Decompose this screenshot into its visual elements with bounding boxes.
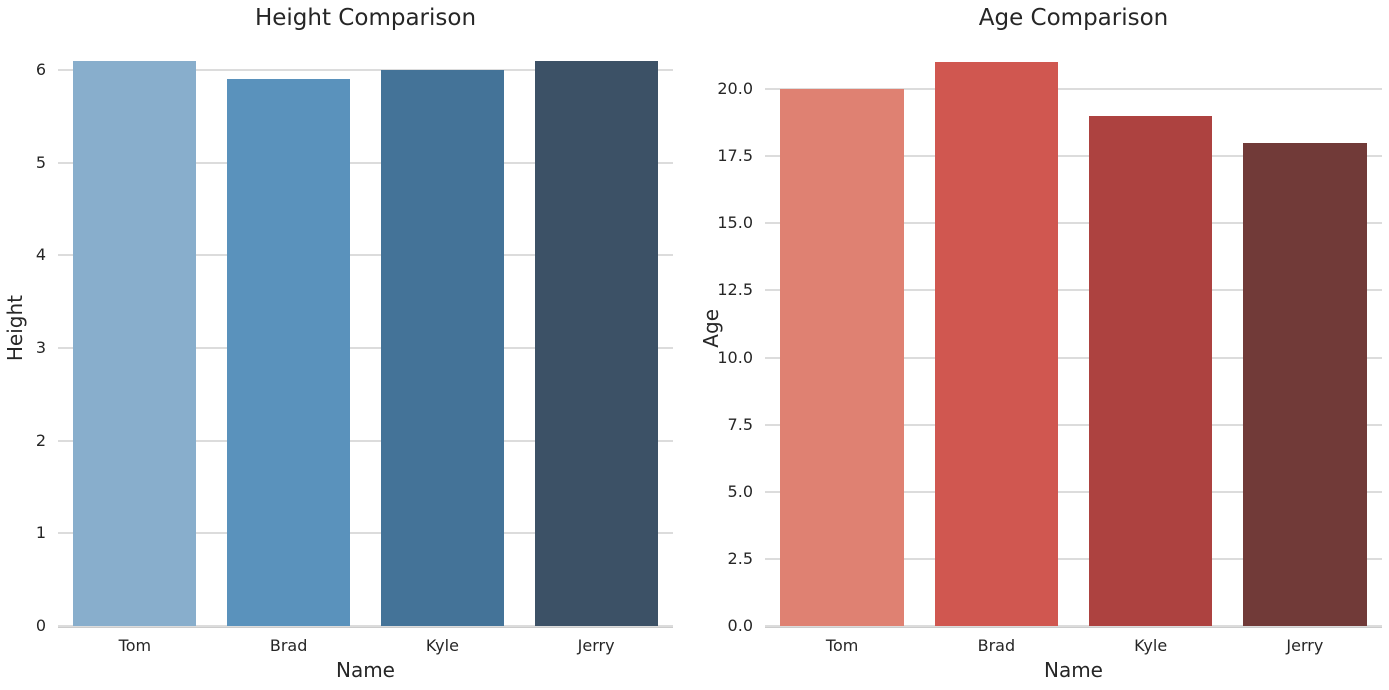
y-tick-label: 17.5 [717,146,753,166]
bar-jerry [534,60,658,626]
gridline [765,490,1382,493]
x-tick-label: Jerry [577,636,615,655]
bar-tom [780,89,904,626]
bar-kyle [1088,115,1213,626]
y-tick-label: 10.0 [717,347,753,367]
chart-title: Age Comparison [978,5,1169,31]
gridline [765,222,1382,225]
x-tick-label: Tom [825,636,859,655]
gridline [765,88,1382,91]
gridline [58,625,673,627]
y-tick-label: 5 [35,152,46,172]
y-tick-label: 4 [35,245,46,265]
gridline [765,155,1382,158]
bar-tom [73,60,197,626]
y-axis-label-text: Age [699,308,723,348]
y-tick-label: 5.0 [727,481,753,501]
x-tick-label: Brad [977,636,1016,655]
height-chart-axes: Height Comparison Height Name 0 1 2 3 4 5 6 Tom… [3,5,673,681]
y-tick-label: 2.5 [727,548,753,568]
gridline [765,356,1382,359]
gridline [58,439,673,442]
y-tick-label: 6 [35,59,46,79]
age-chart-axes: Age Comparison Age Name 0.0 2.5 5.0 7.5 10.0… [699,5,1382,681]
bar-kyle [380,69,504,626]
chart-title: Height Comparison [254,5,477,31]
y-tick-label: 2 [35,430,46,450]
x-tick-label: Tom [118,636,152,655]
y-tick-label: 0.0 [727,616,753,635]
x-axis-label: Name [335,658,395,682]
x-axis-label: Name [1043,658,1103,682]
y-tick-label: 3 [35,337,46,357]
y-axis-label: Age [699,30,723,626]
gridline [765,423,1382,426]
y-tick-label: 12.5 [717,280,753,300]
x-tick-label: Kyle [425,636,459,655]
gridline [765,625,1382,627]
x-tick-label: Kyle [1134,636,1168,655]
y-tick-label: 7.5 [727,414,753,434]
y-tick-label: 15.0 [717,213,753,233]
gridline [58,532,673,535]
gridline [58,68,673,71]
bar-jerry [1243,142,1367,626]
bar-brad [227,79,351,626]
y-tick-label: 1 [35,523,46,543]
y-tick-label: 0 [35,616,46,635]
x-tick-label: Brad [269,636,308,655]
gridline [765,289,1382,292]
gridline [58,254,673,257]
bar-brad [934,62,1059,626]
gridline [58,161,673,164]
gridline [58,346,673,349]
y-tick-label: 20.0 [717,79,753,99]
gridline [765,557,1382,560]
x-tick-label: Jerry [1286,636,1324,655]
